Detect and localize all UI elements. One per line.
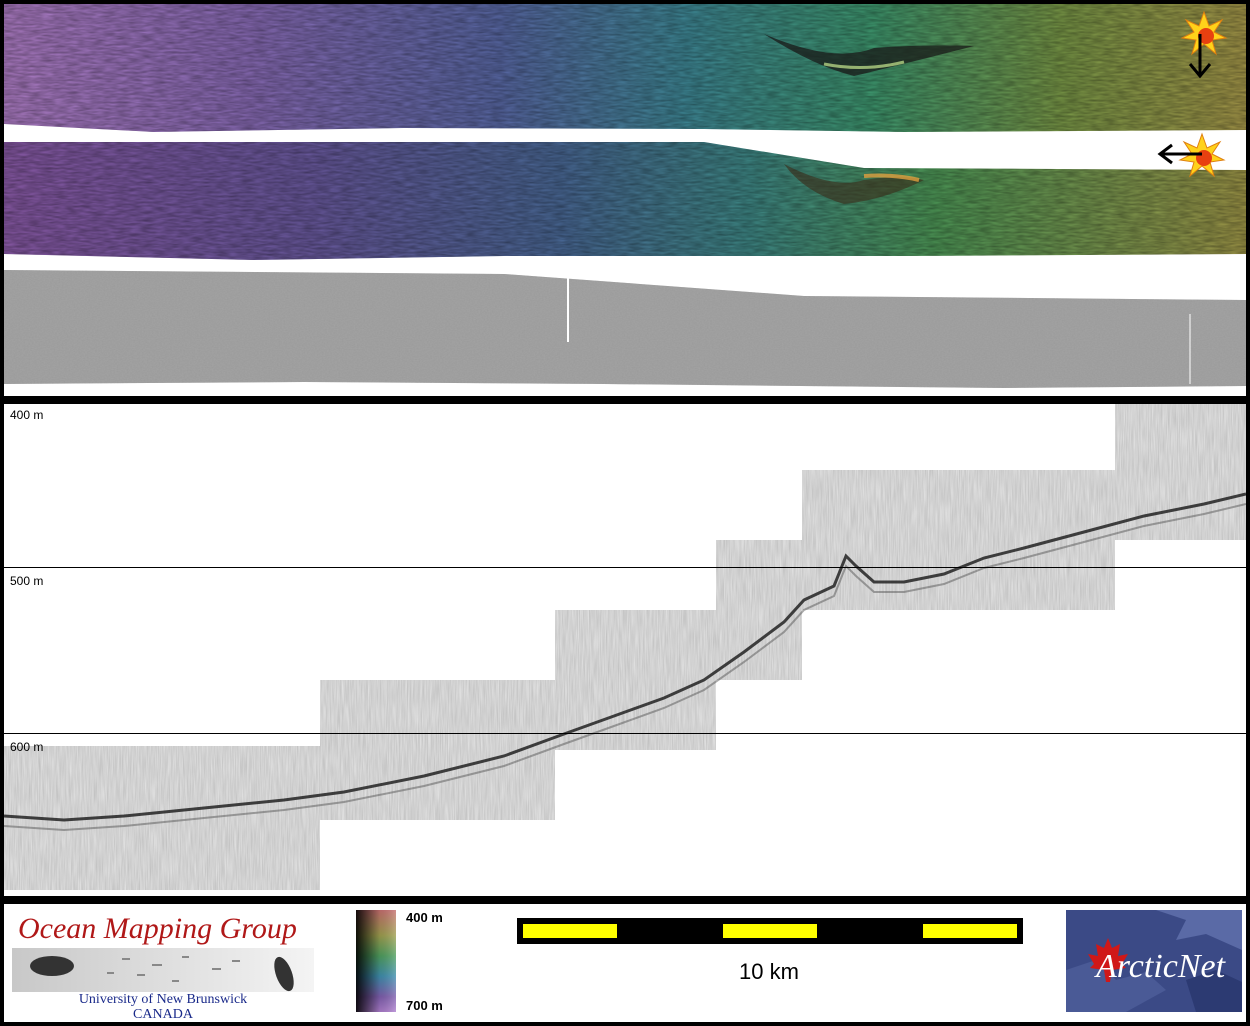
arrow-down-icon [1188, 34, 1212, 79]
swath-maps-panel [4, 4, 1246, 396]
scale-label: 10 km [739, 959, 799, 984]
depth-gridline-500 [4, 567, 1246, 568]
colorbar-bottom-label: 700 m [406, 998, 443, 1013]
seafloor-reflector [4, 492, 1246, 822]
bathymetry-strip-north-illumination [4, 4, 1246, 132]
ocean-logo-graphic [12, 948, 314, 992]
sun-illumination-icon [1180, 10, 1228, 56]
profile-echogram-blocks [4, 404, 1246, 890]
ocean-group-university: University of New Brunswick [78, 992, 248, 1007]
arcticnet-logo-text: ArcticNet [1096, 948, 1226, 985]
subbottom-profile-panel: 400 m 500 m 600 m [4, 404, 1246, 896]
backscatter-strip [4, 270, 1246, 388]
colorbar-top-label: 400 m [406, 910, 443, 925]
maple-leaf-icon [1088, 938, 1128, 982]
arcticnet-map-graphic [1066, 910, 1242, 1012]
depth-gridline-600 [4, 733, 1246, 734]
depth-colorbar [356, 910, 396, 1012]
depth-label-400: 400 m [10, 408, 44, 422]
profile-sections [4, 404, 1246, 890]
ocean-group-title: Ocean Mapping Group [18, 912, 297, 945]
scale-bar-segment [723, 924, 817, 938]
arrow-left-icon [1157, 143, 1202, 165]
scale-bar-segment [923, 924, 1017, 938]
ocean-mapping-group-logo: Ocean Mapping Group University of New Br… [12, 910, 314, 1022]
scale-bar-segment [523, 924, 617, 938]
depth-label-600: 600 m [10, 740, 44, 754]
scale-bar [517, 918, 1023, 944]
bathymetry-strip-east-illumination [4, 142, 1246, 260]
depth-label-500: 500 m [10, 574, 44, 588]
swath-strips [4, 4, 1246, 388]
footer-panel: Ocean Mapping Group University of New Br… [4, 904, 1246, 1022]
ocean-group-country: CANADA [133, 1007, 193, 1022]
arcticnet-logo: ArcticNet [1066, 910, 1242, 1012]
